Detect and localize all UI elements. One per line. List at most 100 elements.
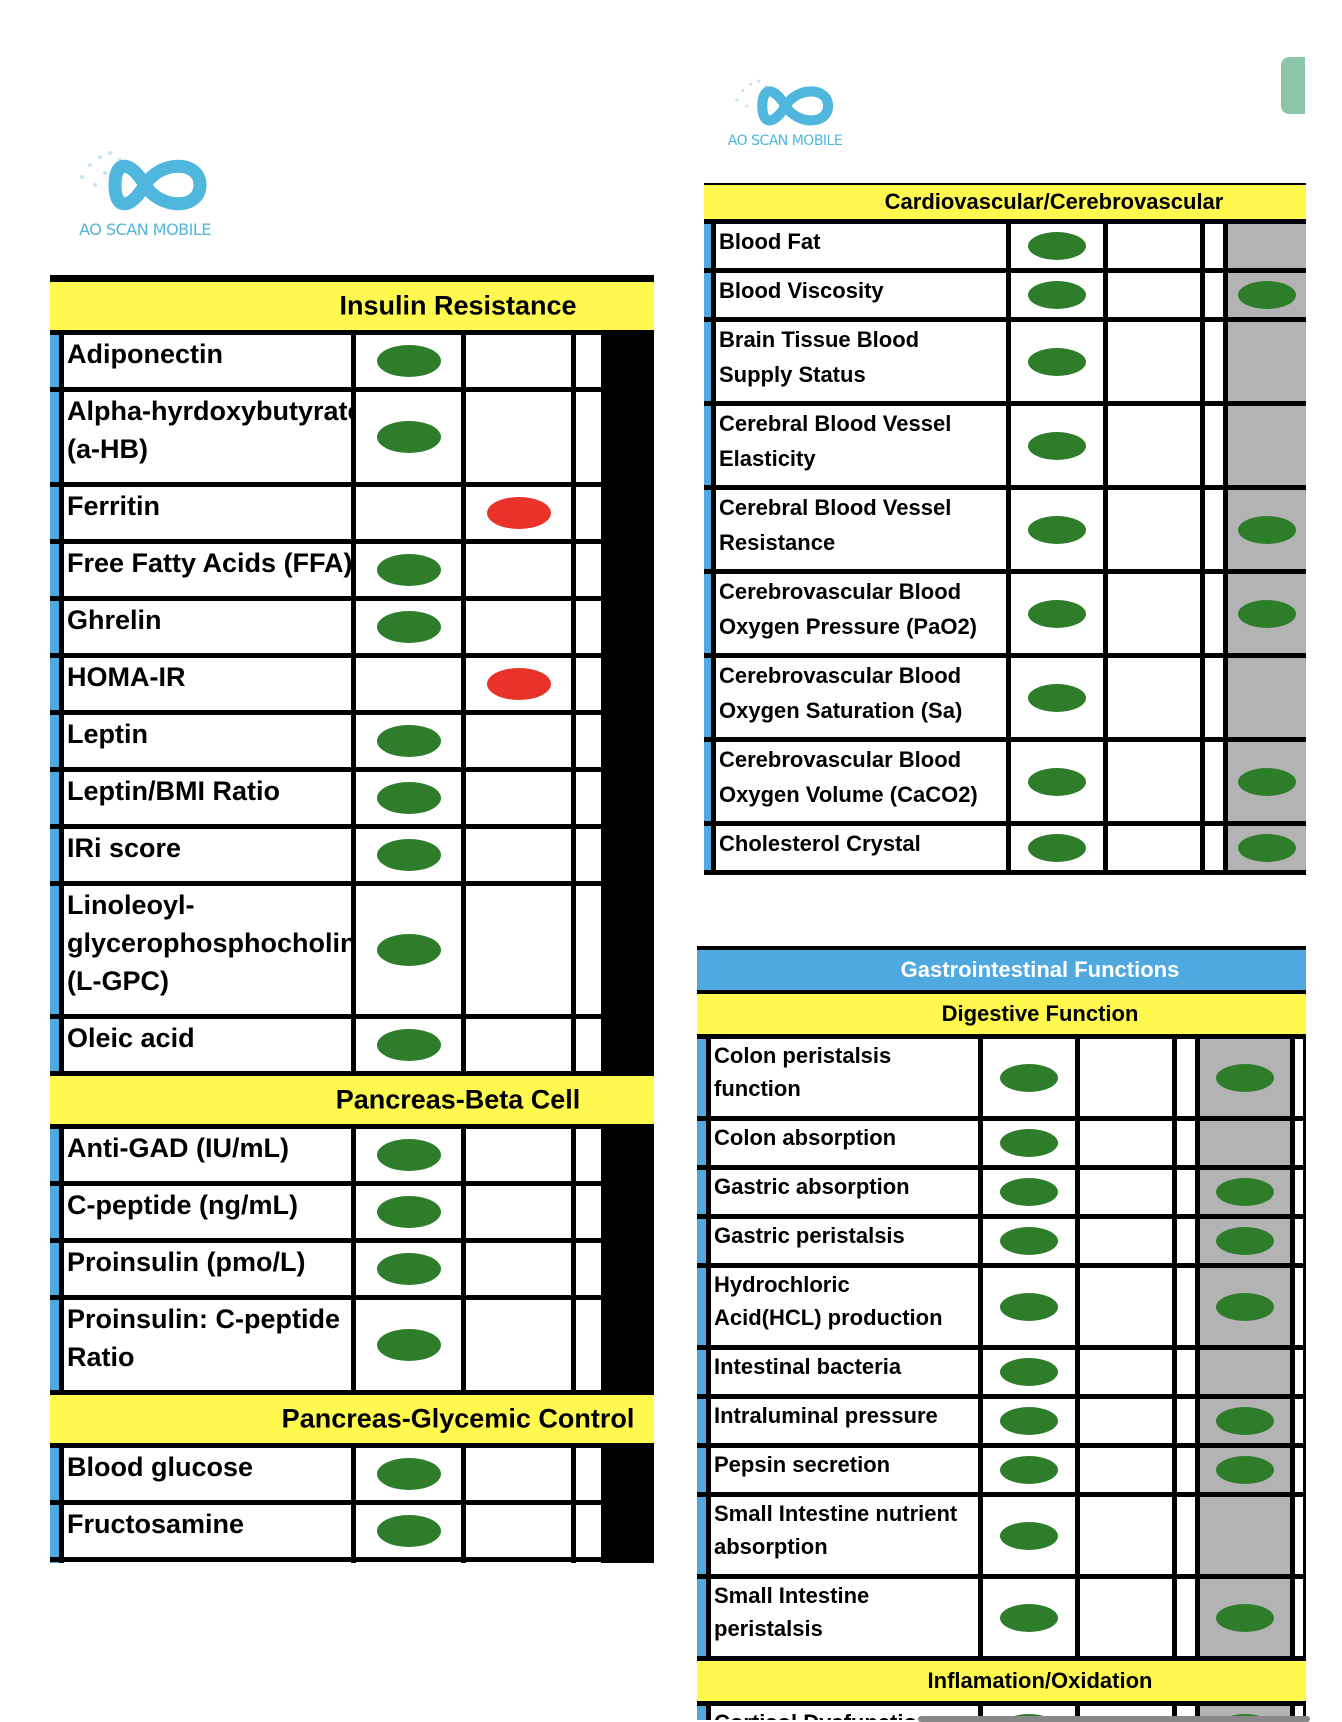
row-label-line: Glycation Gap xyxy=(67,1562,250,1563)
status-cell xyxy=(1108,406,1200,485)
status-cell xyxy=(356,1300,461,1390)
table-row: Gastric absorption xyxy=(697,1170,1306,1214)
row-label: Free Fatty Acids (FFA) xyxy=(64,544,353,596)
row-label-line: Small Intestine xyxy=(714,1583,870,1608)
row-marker xyxy=(50,1186,59,1238)
table-row: Anti-GAD (IU/mL) xyxy=(50,1129,654,1181)
status-cell xyxy=(1205,406,1223,485)
status-cell xyxy=(983,1399,1075,1443)
status-cell xyxy=(466,1505,571,1557)
green-status-indicator xyxy=(1000,1178,1058,1206)
status-cell xyxy=(576,886,601,1014)
row-label: Blood Fat xyxy=(716,224,1006,268)
row-label: Leptin xyxy=(64,715,351,767)
green-status-indicator xyxy=(376,1458,441,1490)
status-cell xyxy=(1228,826,1306,870)
status-cell xyxy=(466,487,571,539)
status-cell xyxy=(576,1019,601,1071)
row-label: Gastric peristalsis xyxy=(711,1219,978,1263)
status-cell xyxy=(1011,322,1103,401)
status-cell xyxy=(1080,1497,1172,1574)
green-status-indicator xyxy=(1000,1063,1058,1092)
table-row: HOMA-IR xyxy=(50,658,654,710)
row-label: Pepsin secretion xyxy=(711,1448,978,1492)
row-label: Linoleoyl-glycerophosphocholine (L-GPC) xyxy=(64,886,372,1014)
table-row: Pepsin secretion xyxy=(697,1448,1306,1492)
row-label-line: Hydrochloric xyxy=(714,1272,850,1297)
green-status-indicator xyxy=(376,1515,441,1547)
row-marker xyxy=(50,601,59,653)
side-tab-button[interactable] xyxy=(1281,57,1305,114)
green-status-indicator xyxy=(1000,1358,1058,1386)
status-cell xyxy=(1200,1350,1290,1394)
row-label: Ferritin xyxy=(64,487,351,539)
row-label-line: Gastric absorption xyxy=(714,1174,910,1199)
row-label: Cerebral Blood Vessel Resistance xyxy=(716,490,1006,569)
row-label-line: Colon peristalsis xyxy=(714,1043,892,1068)
table-row: Colon absorption xyxy=(697,1121,1306,1165)
row-marker xyxy=(50,715,59,767)
status-cell xyxy=(356,715,461,767)
green-status-indicator xyxy=(1028,281,1086,309)
row-label: Intraluminal pressure xyxy=(711,1399,978,1443)
row-marker xyxy=(50,1505,59,1557)
status-cell xyxy=(983,1579,1075,1656)
status-cell xyxy=(1295,1039,1303,1116)
status-cell xyxy=(576,335,601,387)
status-cell xyxy=(576,1505,601,1557)
status-cell xyxy=(1177,1039,1195,1116)
green-status-indicator xyxy=(376,421,441,453)
table-row: Leptin xyxy=(50,715,654,767)
table-row: Proinsulin: C-peptide Ratio xyxy=(50,1300,654,1390)
status-cell xyxy=(1295,1497,1303,1574)
section-title: Insulin Resistance xyxy=(339,290,577,321)
row-label: Colon peristalsis function xyxy=(711,1039,978,1116)
row-label-line: Acid(HCL) production xyxy=(714,1305,943,1330)
horizontal-scrollbar[interactable] xyxy=(918,1716,1310,1722)
status-cell xyxy=(356,1448,461,1500)
status-cell xyxy=(356,1186,461,1238)
status-cell xyxy=(1228,273,1306,317)
table-row: Alpha-hyrdoxybutyrate (a-HB) xyxy=(50,392,654,482)
table-row: Intraluminal pressure xyxy=(697,1399,1306,1443)
status-cell xyxy=(356,1562,461,1563)
status-cell xyxy=(1205,490,1223,569)
status-cell xyxy=(1295,1170,1303,1214)
row-label: Brain Tissue Blood Supply Status xyxy=(716,322,1006,401)
status-cell xyxy=(576,1300,601,1390)
status-cell xyxy=(576,829,601,881)
row-label-line: (a-HB) xyxy=(67,434,148,464)
row-label-line: Alpha-hyrdoxybutyrate xyxy=(67,396,363,426)
status-cell xyxy=(1200,1039,1290,1116)
row-marker xyxy=(704,742,711,821)
status-cell xyxy=(1205,574,1223,653)
status-cell xyxy=(466,1562,571,1563)
row-marker xyxy=(50,1562,59,1563)
green-status-indicator xyxy=(376,1329,441,1361)
status-cell xyxy=(1228,224,1306,268)
green-status-indicator xyxy=(1000,1227,1058,1255)
row-label-line: Oxygen Saturation (Sa) xyxy=(719,698,963,723)
row-marker xyxy=(50,886,59,1014)
row-label-line: Resistance xyxy=(719,530,836,555)
row-label: Blood glucose xyxy=(64,1448,351,1500)
status-cell xyxy=(1080,1350,1172,1394)
status-cell xyxy=(466,601,571,653)
row-marker xyxy=(704,658,711,737)
table-row: Oleic acid xyxy=(50,1019,654,1071)
row-label: Hydrochloric Acid(HCL) production xyxy=(711,1268,978,1345)
row-label: Cerebrovascular Blood Oxygen Saturation (… xyxy=(716,658,1006,737)
status-cell xyxy=(466,1019,571,1071)
section-header: Insulin Resistance xyxy=(50,282,654,330)
row-marker xyxy=(697,1448,706,1492)
row-marker xyxy=(50,1019,59,1071)
cardiovascular-panel: Cardiovascular/Cerebrovascular Blood Fat B… xyxy=(704,183,1306,875)
green-status-indicator xyxy=(376,345,441,377)
status-cell xyxy=(983,1350,1075,1394)
row-marker xyxy=(50,1448,59,1500)
status-cell xyxy=(1177,1170,1195,1214)
status-cell xyxy=(1295,1448,1303,1492)
row-label-line: function xyxy=(714,1076,801,1101)
green-status-indicator xyxy=(1000,1521,1058,1550)
status-cell xyxy=(466,658,571,710)
